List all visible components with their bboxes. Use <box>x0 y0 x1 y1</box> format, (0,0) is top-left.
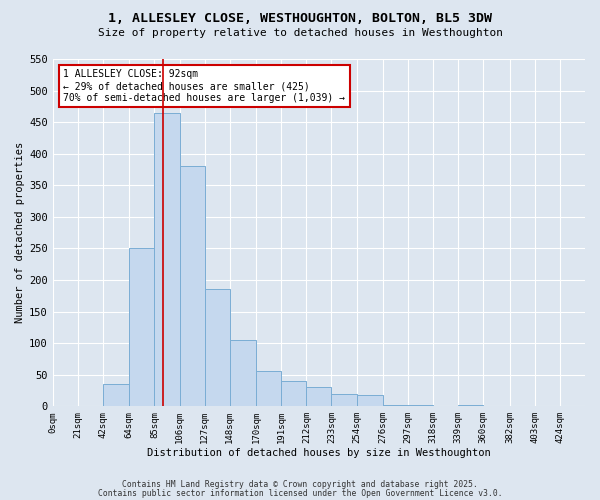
Bar <box>331 394 356 406</box>
Bar <box>103 384 130 406</box>
Bar <box>307 388 331 406</box>
Text: Size of property relative to detached houses in Westhoughton: Size of property relative to detached ho… <box>97 28 503 38</box>
Bar <box>179 166 205 406</box>
Bar <box>130 248 154 406</box>
Text: 1 ALLESLEY CLOSE: 92sqm
← 29% of detached houses are smaller (425)
70% of semi-d: 1 ALLESLEY CLOSE: 92sqm ← 29% of detache… <box>64 70 346 102</box>
Text: 1, ALLESLEY CLOSE, WESTHOUGHTON, BOLTON, BL5 3DW: 1, ALLESLEY CLOSE, WESTHOUGHTON, BOLTON,… <box>108 12 492 26</box>
Bar <box>256 372 281 406</box>
Y-axis label: Number of detached properties: Number of detached properties <box>15 142 25 323</box>
X-axis label: Distribution of detached houses by size in Westhoughton: Distribution of detached houses by size … <box>147 448 491 458</box>
Bar <box>154 112 179 406</box>
Text: Contains public sector information licensed under the Open Government Licence v3: Contains public sector information licen… <box>98 488 502 498</box>
Text: Contains HM Land Registry data © Crown copyright and database right 2025.: Contains HM Land Registry data © Crown c… <box>122 480 478 489</box>
Bar <box>281 381 307 406</box>
Bar <box>230 340 256 406</box>
Bar <box>383 405 408 406</box>
Bar <box>458 405 484 406</box>
Bar <box>205 290 230 406</box>
Bar <box>408 405 433 406</box>
Bar <box>356 395 383 406</box>
